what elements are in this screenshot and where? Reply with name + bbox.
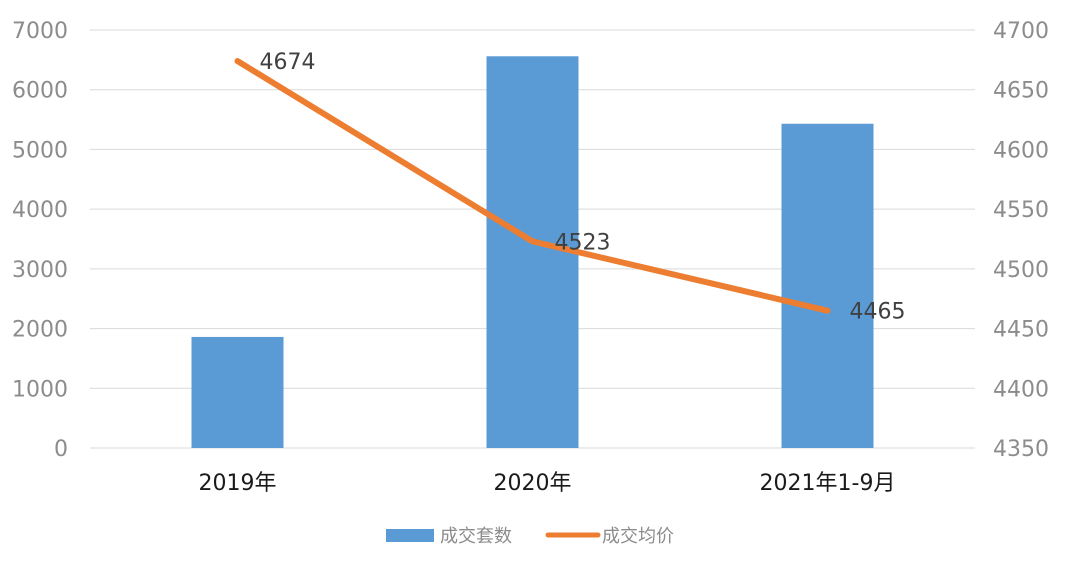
- right-tick-label: 4650: [993, 79, 1049, 104]
- x-tick-label: 2020年: [494, 471, 572, 496]
- right-tick-label: 4700: [993, 19, 1049, 44]
- line-point: [235, 59, 240, 64]
- right-tick-label: 4550: [993, 198, 1049, 223]
- bar-series: [191, 56, 874, 448]
- right-tick-label: 4350: [993, 437, 1049, 462]
- right-tick-label: 4600: [993, 138, 1049, 163]
- x-axis: 2019年 2020年 2021年1-9月: [199, 471, 896, 496]
- line-data-label: 4523: [555, 230, 611, 255]
- left-tick-label: 6000: [12, 79, 68, 104]
- legend-swatch-bar: [386, 529, 434, 542]
- left-tick-label: 3000: [12, 258, 68, 283]
- bar: [781, 123, 874, 448]
- left-tick-label: 4000: [12, 198, 68, 223]
- bar: [191, 336, 284, 448]
- left-tick-label: 1000: [12, 377, 68, 402]
- x-tick-label: 2021年1-9月: [760, 471, 896, 496]
- right-tick-label: 4450: [993, 318, 1049, 343]
- right-axis: 4350 4400 4450 4500 4550 4600 4650 4700: [993, 19, 1049, 462]
- line-point: [825, 308, 830, 313]
- x-tick-label: 2019年: [199, 471, 277, 496]
- legend-label: 成交套数: [440, 526, 512, 547]
- left-tick-label: 0: [54, 437, 68, 462]
- left-axis: 0 1000 2000 3000 4000 5000 6000 7000: [12, 19, 68, 462]
- bar: [486, 56, 579, 448]
- legend: 成交套数 成交均价: [386, 526, 674, 547]
- left-tick-label: 5000: [12, 138, 68, 163]
- right-tick-label: 4400: [993, 377, 1049, 402]
- line-point: [530, 239, 535, 244]
- left-tick-label: 2000: [12, 318, 68, 343]
- line-data-label: 4465: [850, 300, 906, 325]
- data-labels: 4674 4523 4465: [260, 50, 906, 325]
- right-tick-label: 4500: [993, 258, 1049, 283]
- legend-label: 成交均价: [602, 526, 674, 547]
- left-tick-label: 7000: [12, 19, 68, 44]
- line-series: [234, 58, 831, 314]
- line-data-label: 4674: [260, 50, 316, 75]
